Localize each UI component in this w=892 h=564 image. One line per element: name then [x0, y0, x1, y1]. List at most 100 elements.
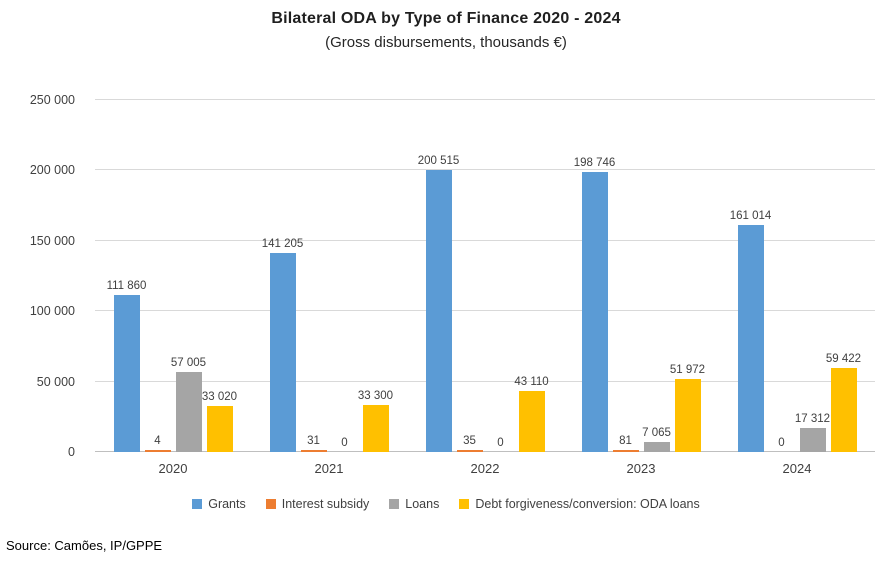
gridline [95, 380, 875, 382]
gridline [95, 99, 875, 100]
data-label: 198 746 [573, 157, 616, 170]
bar-cell: 31 [300, 100, 327, 452]
y-axis-tick-label: 100 000 [29, 304, 75, 319]
bar [362, 405, 389, 452]
bar-group: 198 746 81 7 065 51 972 [563, 100, 719, 452]
data-label: 200 515 [417, 154, 460, 167]
x-axis-tick-label: 2023 [626, 461, 656, 476]
x-axis-tick-label: 2024 [782, 461, 812, 476]
bar [113, 294, 140, 452]
bar-group: 161 014 0 17 312 59 422 [719, 100, 875, 452]
bar-cell: 59 422 [826, 100, 861, 452]
bar [643, 442, 670, 452]
bar-groups: 111 860 4 57 005 33 020 141 205 31 0 33 300 200 … [95, 100, 875, 452]
source-note: Source: Camões, IP/GPPE [6, 538, 163, 553]
x-axis-tick-label: 2021 [314, 461, 344, 476]
plot-area: 111 860 4 57 005 33 020 141 205 31 0 33 300 200 … [95, 99, 875, 452]
bar-cell: 33 300 [358, 100, 393, 452]
bar-cell: 35 [456, 100, 483, 452]
gridline [95, 310, 875, 312]
bar [830, 368, 857, 452]
y-axis-labels: 0 50 000 100 000 150 000 200 000 250 000 [0, 93, 85, 459]
legend-label: Interest subsidy [281, 497, 370, 511]
data-label: 161 014 [729, 210, 772, 223]
bar-cell: 0 [769, 100, 795, 452]
bar-cell: 111 860 [107, 100, 146, 452]
x-axis-labels: 2020 2021 2022 2023 2024 [95, 461, 875, 476]
bar-cell: 4 [144, 100, 171, 452]
x-axis-tick-label: 2022 [470, 461, 500, 476]
bar-cell: 141 205 [262, 100, 303, 452]
bar [674, 378, 701, 452]
bar [799, 427, 826, 452]
bar-cell: 81 [612, 100, 639, 452]
legend-item: Interest subsidy [265, 497, 370, 511]
data-label: 0 [778, 437, 785, 449]
bar-cell: 7 065 [642, 100, 671, 452]
data-label: 7 065 [642, 427, 671, 440]
gridline [95, 239, 875, 241]
bar-cell: 43 110 [514, 100, 549, 452]
data-label: 31 [307, 435, 320, 447]
chart-title: Bilateral ODA by Type of Finance 2020 - … [271, 10, 621, 27]
bar-cell: 198 746 [574, 100, 615, 452]
x-axis-tick-label: 2020 [158, 461, 188, 476]
legend-label: Loans [405, 497, 440, 511]
data-label: 57 005 [170, 356, 207, 369]
bar-cell: 33 020 [202, 100, 237, 452]
data-label: 51 972 [669, 363, 706, 376]
data-label: 4 [154, 435, 161, 447]
bar [175, 371, 202, 452]
legend-label: Grants [208, 497, 246, 511]
legend-swatch [389, 499, 400, 509]
bar-cell: 200 515 [418, 100, 459, 452]
y-axis-tick-label: 0 [68, 445, 75, 459]
data-label: 43 110 [514, 376, 549, 389]
bar [425, 169, 452, 452]
data-label: 59 422 [825, 353, 862, 366]
y-axis-tick-label: 150 000 [29, 233, 75, 248]
data-label: 0 [341, 437, 348, 449]
bar-group: 200 515 35 0 43 110 [407, 100, 563, 452]
gridline [95, 169, 875, 171]
bar-cell: 0 [488, 100, 514, 452]
legend-swatch [192, 499, 203, 509]
legend-item: Debt forgiveness/conversion: ODA loans [459, 497, 700, 511]
bar-cell: 57 005 [171, 100, 206, 452]
y-axis-tick-label: 200 000 [29, 163, 75, 178]
bar [518, 391, 545, 452]
data-label: 17 312 [794, 412, 831, 425]
legend-label: Debt forgiveness/conversion: ODA loans [475, 497, 700, 511]
bar-group: 111 860 4 57 005 33 020 [95, 100, 251, 452]
y-axis-tick-label: 50 000 [36, 374, 75, 389]
bar [144, 450, 171, 452]
data-label: 33 300 [357, 390, 394, 403]
data-label: 33 020 [201, 390, 238, 403]
bar-group: 141 205 31 0 33 300 [251, 100, 407, 452]
gridline [95, 451, 875, 452]
bar [737, 225, 764, 452]
chart-subtitle: (Gross disbursements, thousands €) [325, 34, 567, 51]
data-label: 111 860 [106, 279, 147, 292]
bar [581, 172, 608, 452]
bar [300, 450, 327, 452]
legend-item: Loans [389, 497, 439, 511]
bar-cell: 17 312 [795, 100, 830, 452]
bar [269, 253, 296, 452]
data-label: 0 [497, 437, 504, 449]
legend-swatch [459, 499, 470, 509]
bar-cell: 51 972 [670, 100, 705, 452]
legend-swatch [265, 499, 276, 509]
bar-cell: 0 [332, 100, 358, 452]
data-label: 81 [619, 435, 632, 447]
bar-cell: 161 014 [730, 100, 771, 452]
legend: Grants Interest subsidy Loans Debt forgiven… [0, 497, 892, 511]
legend-item: Grants [192, 497, 246, 511]
bar [206, 405, 233, 452]
y-axis-tick-label: 250 000 [29, 93, 75, 107]
bar [456, 450, 483, 452]
bar [612, 450, 639, 452]
data-label: 35 [463, 435, 476, 447]
data-label: 141 205 [261, 238, 304, 251]
